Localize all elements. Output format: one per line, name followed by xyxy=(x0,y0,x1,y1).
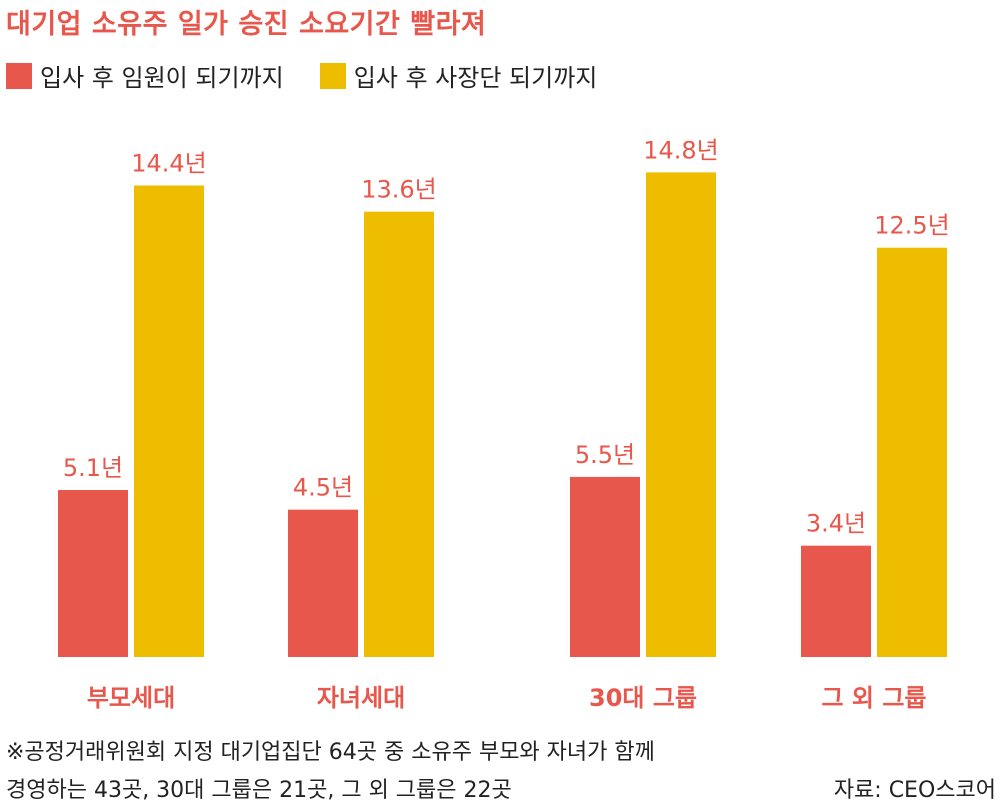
chart-title: 대기업 소유주 일가 승진 소요기간 빨라져 xyxy=(6,9,487,40)
legend-item-president: 입사 후 사장단 되기까지 xyxy=(319,58,598,93)
bar-executive-0 xyxy=(58,490,128,657)
data-label-president-1: 13.6년 xyxy=(361,176,437,204)
data-label-president-2: 14.8년 xyxy=(643,136,719,164)
data-label-executive-0: 5.1년 xyxy=(63,454,123,482)
footnote-line-2: 경영하는 43곳, 30대 그룹은 21곳, 그 외 그룹은 22곳 xyxy=(6,778,512,803)
footnote-line-1: ※공정거래위원회 지정 대기업집단 64곳 중 소유주 부모와 자녀가 함께 xyxy=(6,740,655,765)
legend-label-executive: 입사 후 임원이 되기까지 xyxy=(40,64,284,92)
bar-executive-3 xyxy=(801,545,871,657)
category-label-0: 부모세대 xyxy=(87,684,175,712)
category-label-1: 자녀세대 xyxy=(317,684,405,712)
data-label-executive-1: 4.5년 xyxy=(293,474,353,502)
footnote: ※공정거래위원회 지정 대기업집단 64곳 중 소유주 부모와 자녀가 함께 경… xyxy=(6,734,655,810)
legend-swatch-president xyxy=(319,62,346,89)
source-note: 자료: CEO스코어 xyxy=(833,778,996,803)
data-label-executive-2: 5.5년 xyxy=(575,441,635,469)
legend-label-president: 입사 후 사장단 되기까지 xyxy=(353,64,598,92)
bar-president-0 xyxy=(134,185,204,658)
legend-swatch-executive xyxy=(6,62,32,89)
bar-executive-1 xyxy=(288,509,358,657)
legend: 입사 후 임원이 되기까지 입사 후 사장단 되기까지 xyxy=(6,58,633,93)
data-label-executive-3: 3.4년 xyxy=(806,510,866,538)
category-label-3: 그 외 그룹 xyxy=(821,684,926,712)
bar-president-3 xyxy=(877,247,947,657)
legend-item-executive: 입사 후 임원이 되기까지 xyxy=(6,58,284,93)
data-label-president-3: 12.5년 xyxy=(874,212,950,240)
bar-president-2 xyxy=(646,172,716,657)
bar-executive-2 xyxy=(570,476,640,657)
bar-president-1 xyxy=(364,211,434,657)
data-label-president-0: 14.4년 xyxy=(131,149,207,177)
category-label-2: 30대 그룹 xyxy=(589,684,697,712)
